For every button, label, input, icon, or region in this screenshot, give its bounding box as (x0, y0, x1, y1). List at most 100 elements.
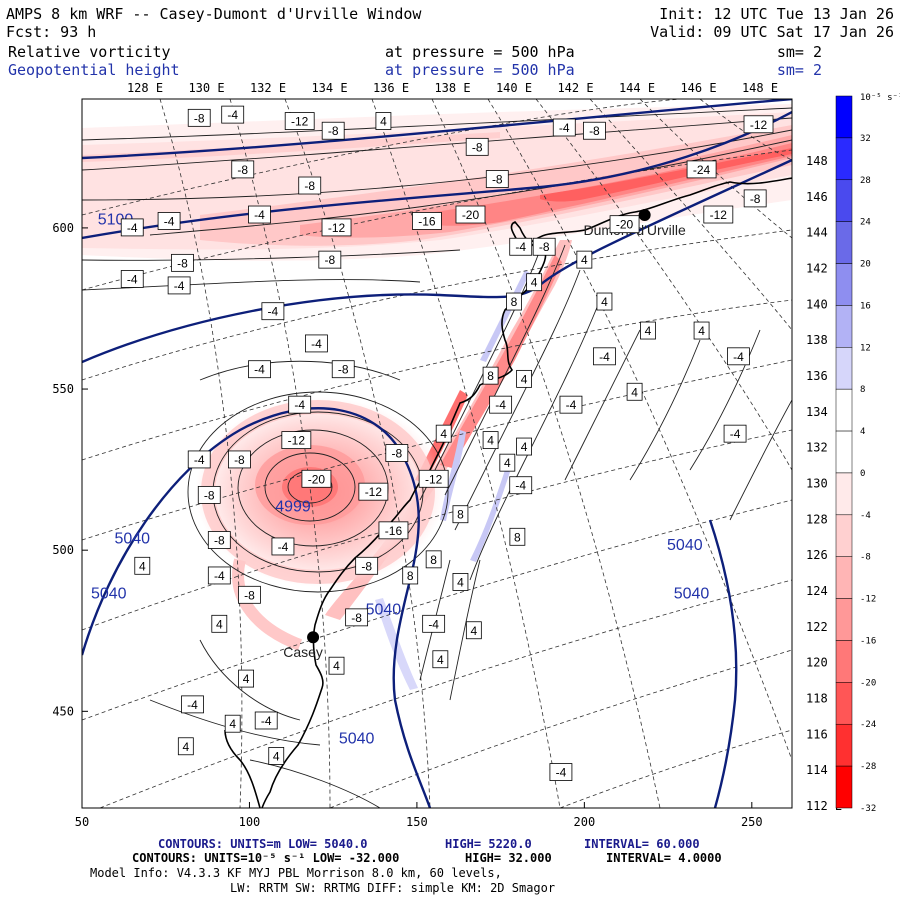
vorticity-label-box (506, 292, 522, 311)
vorticity-label-box (452, 505, 469, 524)
vorticity-label-box (221, 105, 245, 124)
top-lon-label: 132 E (250, 81, 286, 95)
vorticity-label-box (485, 170, 509, 188)
vorticity-label-box (532, 237, 556, 256)
vorticity-label-box (489, 395, 513, 414)
vorticity-label-box (224, 714, 241, 733)
vorticity-label-box (509, 237, 533, 256)
vorticity-label: -4 (214, 569, 225, 583)
vorticity-labels: -8 -4 -12 -8 4 -8 -4 -8 -12 -8 -8 -8 -4 -4 -4 -12 -16 -20… (120, 105, 774, 781)
y-axis: 450 500 550 600 (52, 221, 88, 718)
field2-sm: sm= 2 (777, 61, 822, 79)
right-lon-label: 130 E (806, 477, 842, 491)
vorticity-label: -4 (730, 427, 741, 441)
right-lon-label: 114 E (806, 763, 842, 777)
vorticity-label: -8 (391, 447, 402, 461)
x-tick-label: 150 (406, 815, 428, 829)
right-lon-label: 142 E (806, 262, 842, 276)
vorticity-label-box (298, 176, 322, 195)
top-lon-label: 146 E (680, 81, 716, 95)
vorticity-label: 4 (229, 717, 236, 731)
colorbar-swatch (835, 682, 853, 725)
coastline (224, 177, 792, 808)
vorticity-label: -12 (291, 115, 309, 129)
vorticity-label: 8 (457, 508, 464, 522)
vorticity-label-box (328, 656, 345, 675)
vorticity-label-box (378, 521, 409, 540)
right-lon-label: 126 E (806, 548, 842, 562)
footer-vort-contours-b: HIGH= 32.000 (465, 851, 552, 865)
vorticity-label: -4 (164, 214, 175, 228)
top-lon-label: 138 E (434, 81, 470, 95)
field1-sm: sm= 2 (777, 43, 822, 61)
height-contour-label: 5040 (667, 537, 703, 554)
colorbar-swatch (835, 347, 853, 390)
vorticity-label: -8 (194, 111, 205, 125)
vorticity-label: -8 (244, 588, 255, 602)
right-lon-label: 136 E (806, 369, 842, 383)
top-lon-label: 130 E (188, 81, 224, 95)
vorticity-label-box (271, 537, 295, 556)
vorticity-label: 4 (521, 372, 528, 386)
vorticity-label-box (412, 212, 442, 230)
vorticity-label-box (375, 112, 392, 130)
vorticity-label-box (207, 566, 231, 585)
right-lon-label: 122 E (806, 620, 842, 634)
colorbar: 32 28 24 20 16 12 8 4 0 -4 -8 -12 -16 -20 -24 -28 -32 (835, 95, 876, 814)
vorticity-label-box (455, 205, 486, 224)
vorticity-label-box (321, 121, 345, 140)
vorticity-label-box (559, 395, 583, 414)
vorticity-label-box (593, 347, 616, 366)
colorbar-unit: 10⁻⁵ s⁻¹ (860, 93, 900, 103)
vorticity-label-box (435, 424, 452, 443)
vorticity-label-box (743, 189, 767, 208)
vorticity-label-box (552, 118, 576, 137)
vorticity-label: 4 (581, 253, 588, 267)
vorticity-label-box (526, 273, 543, 292)
vorticity-label: 4 (457, 575, 464, 589)
vorticity-label: -4 (254, 363, 265, 377)
vorticity-label-box (197, 485, 221, 504)
colorbar-label: -24 (860, 720, 876, 730)
colorbar-label: 24 (860, 218, 871, 228)
vorticity-label: -4 (187, 698, 198, 712)
right-lon-label: 138 E (806, 333, 842, 347)
vorticity-label: 4 (521, 440, 528, 454)
vorticity-label-box (452, 573, 469, 591)
vorticity-label-box (549, 763, 573, 781)
right-lon-label: 148 E (806, 154, 842, 168)
vorticity-label-box (261, 302, 285, 321)
vorticity-label-box (254, 711, 278, 730)
vorticity-label: -4 (495, 398, 506, 412)
colorbar-swatch (835, 640, 853, 683)
footer-vort-contours-c: INTERVAL= 4.0000 (606, 851, 722, 865)
vorticity-label-box (268, 747, 285, 765)
vorticity-label-box (211, 614, 228, 633)
right-lon-label: 128 E (806, 512, 842, 526)
vorticity-label: -4 (227, 108, 238, 122)
vorticity-label: 4 (531, 276, 538, 290)
vorticity-label: -12 (328, 221, 346, 235)
vorticity-label-box (120, 218, 144, 237)
vorticity-label-box (358, 482, 389, 501)
vorticity-label: -8 (177, 256, 188, 270)
vorticity-label: 4 (380, 115, 387, 129)
field1-name: Relative vorticity (8, 43, 171, 61)
vorticity-label-box (187, 108, 211, 127)
colorbar-swatch (835, 765, 853, 809)
vorticity-label: -12 (288, 434, 306, 448)
vorticity-label-box (583, 121, 606, 140)
colorbar-label: -32 (860, 804, 876, 814)
vorticity-label-box (171, 253, 194, 272)
field2-name: Geopotential height (8, 61, 180, 79)
height-contour-label: 4999 (275, 499, 311, 516)
vorticity-label-box (727, 347, 750, 366)
vorticity-label: -8 (361, 559, 372, 573)
vorticity-label-box (482, 366, 499, 385)
vorticity-label: 4 (504, 456, 511, 470)
colorbar-label: 32 (860, 134, 871, 144)
vorticity-label-box (281, 431, 312, 450)
plot-frame (81, 98, 793, 809)
